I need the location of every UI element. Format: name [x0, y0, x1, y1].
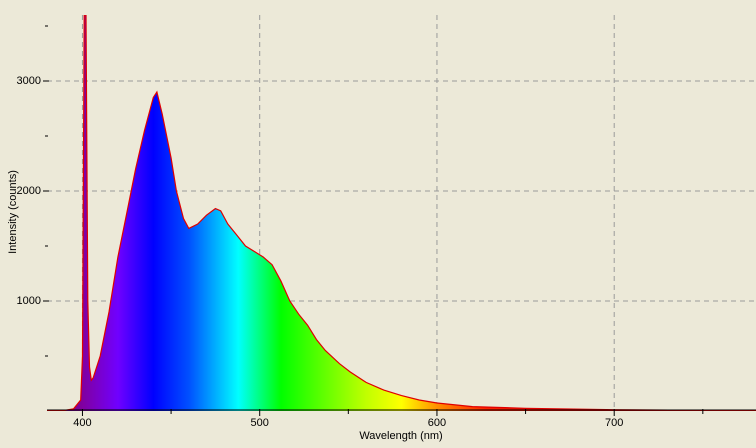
x-tick-label: 700 — [605, 417, 623, 429]
y-axis-label: Intensity (counts) — [7, 170, 19, 254]
y-tick-label: 3000 — [17, 75, 41, 87]
y-tick-label: 2000 — [17, 185, 41, 197]
x-tick-label: 400 — [73, 417, 91, 429]
spectrum-area — [47, 15, 756, 411]
x-tick-label: 600 — [428, 417, 446, 429]
spectrum-line — [47, 15, 756, 411]
x-tick-label: 500 — [251, 417, 269, 429]
axes: 400 500 600 700 1000 2000 3000 — [17, 25, 756, 429]
plot-area — [47, 15, 756, 411]
x-axis-label: Wavelength (nm) — [359, 430, 442, 442]
y-tick-label: 1000 — [17, 295, 41, 307]
